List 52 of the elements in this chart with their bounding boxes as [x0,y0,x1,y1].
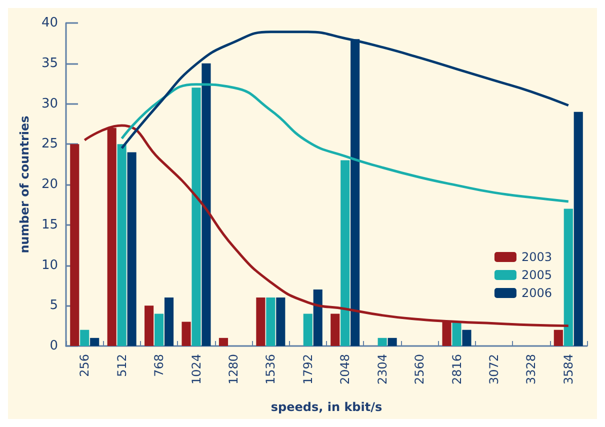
y-tick-label: 30 [41,96,58,112]
x-tick-label: 3328 [524,354,538,385]
x-tick-label: 2304 [375,354,390,385]
bar [462,330,472,346]
x-tick-label: 768 [152,354,166,377]
bar [452,322,462,346]
x-tick-label: 2560 [412,354,427,385]
x-tick-label: 256 [78,354,92,377]
y-tick-label: 20 [41,177,58,192]
bar [303,314,312,346]
bar [154,314,164,346]
bar [554,330,563,346]
x-tick-label: 3072 [486,354,501,385]
y-tick-label: 25 [41,136,58,152]
x-tick-label: 1792 [300,354,315,385]
bar [202,63,211,346]
bar [276,298,286,346]
bar [80,330,90,346]
x-tick-label: 3584 [561,354,576,385]
bar [330,314,340,346]
bar [256,298,266,346]
bar [388,338,397,346]
x-tick-label: 2048 [338,354,352,385]
bar [117,144,126,346]
bar [378,338,387,346]
bar [70,144,80,346]
y-axis-title: number of countries [18,116,32,254]
bar [144,306,154,346]
bar [218,338,228,346]
x-axis-title: speeds, in kbit/s [270,400,382,414]
bar [127,152,136,346]
bar [266,298,276,346]
x-tick-label: 1280 [226,354,240,385]
bar [564,208,573,346]
bar [90,338,100,346]
y-tick-label: 40 [41,16,58,30]
y-tick-label: 5 [50,298,58,314]
legend-label: 2006 [521,286,552,300]
x-tick-label: 512 [114,354,129,377]
legend-label: 2003 [521,250,552,264]
x-tick-label: 1536 [264,354,278,385]
y-tick-label: 10 [41,258,58,273]
x-tick-label: 1024 [189,354,204,385]
y-tick-label: 35 [41,56,58,71]
bar [164,298,174,346]
bar [313,289,322,346]
y-tick-label: 15 [41,217,58,232]
x-tick-label: 2816 [450,354,464,385]
y-tick-label: 0 [50,338,58,354]
bar [182,322,191,346]
legend-label: 2005 [521,268,552,282]
bar [574,112,583,346]
